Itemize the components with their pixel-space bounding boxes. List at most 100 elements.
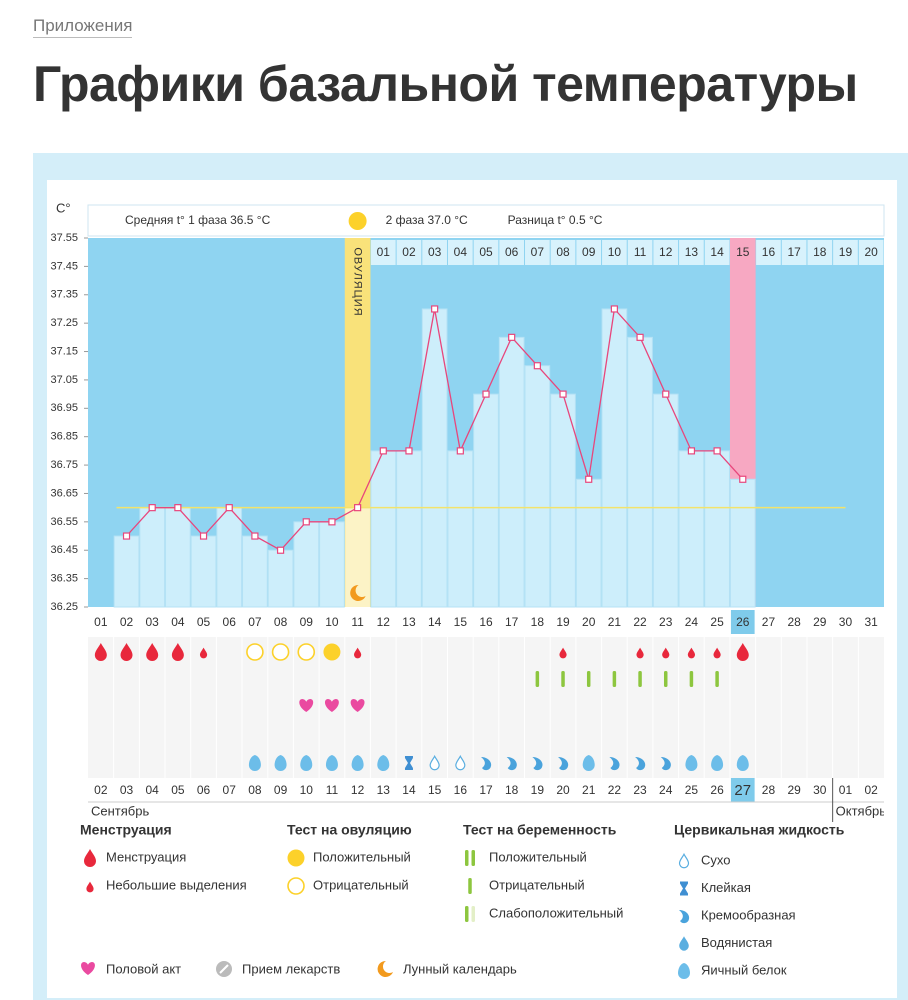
phase2-day-cell: [525, 240, 550, 265]
icon-shape: [287, 877, 305, 895]
legend-title: Тест на овуляцию: [287, 822, 412, 838]
x-tick-label: 12: [377, 615, 391, 629]
legend-title: Тест на беременность: [463, 822, 617, 838]
breadcrumb[interactable]: Приложения: [33, 15, 133, 38]
x-tick-label: 10: [325, 615, 339, 629]
icon-shape: [736, 755, 749, 771]
x-tick-label: 01: [94, 615, 108, 629]
x-tick-label: 21: [608, 615, 622, 629]
pregnancy-test-icon: [535, 671, 540, 687]
legend-icon: [680, 881, 688, 896]
x-tick-label: 19: [556, 615, 570, 629]
icon-shape: [297, 643, 316, 661]
x-tick-label: 28: [787, 615, 801, 629]
intercourse-icon: [350, 699, 365, 712]
icon-shape: [171, 643, 184, 661]
cervical-fluid-icon: [481, 757, 492, 771]
date-label: 02: [94, 783, 108, 797]
bar: [267, 549, 294, 608]
icon-shape: [351, 755, 364, 771]
cervical-fluid-icon: [274, 755, 287, 771]
legend-label: Отрицательный: [489, 877, 585, 892]
ovulation-icon: [348, 212, 367, 230]
legend-label: Клейкая: [701, 880, 751, 895]
phase2-day-cell: [370, 240, 396, 265]
point: [431, 305, 439, 313]
icon-shape: [662, 647, 670, 659]
page-title: Графики базальной температуры: [33, 56, 858, 112]
pregnancy-test-icon: [715, 671, 719, 687]
date-label: 21: [582, 783, 596, 797]
bar: [139, 507, 166, 608]
icon-shape: [612, 671, 617, 687]
icon-shape: [532, 757, 543, 771]
menstruation-icon: [662, 647, 670, 659]
today-date-cell: [730, 778, 755, 802]
icon-shape: [81, 962, 95, 975]
bar: [652, 393, 679, 608]
date-label: 09: [274, 783, 288, 797]
date-label: 18: [505, 783, 519, 797]
cervical-fluid-icon: [532, 757, 543, 771]
point: [225, 504, 233, 512]
phase2-day-cell: [602, 240, 627, 265]
x-tick-label: 07: [248, 615, 262, 629]
cervical-fluid-icon: [711, 755, 724, 771]
phase2-day-cell: [499, 240, 525, 265]
legend-icon: [287, 877, 305, 895]
icon-shape: [354, 647, 362, 659]
icon-shape: [609, 757, 620, 771]
pregnancy-test-icon: [561, 671, 565, 687]
icon-shape: [219, 964, 229, 974]
cervical-fluid-icon: [582, 755, 595, 771]
x-tick-label: 30: [839, 615, 853, 629]
pregnancy-test-icon: [612, 671, 617, 687]
y-tick-label: 36.65: [50, 487, 78, 499]
cervical-fluid-icon: [248, 755, 261, 771]
icon-shape: [84, 849, 96, 867]
point: [276, 546, 285, 554]
x-tick-label: 09: [300, 615, 314, 629]
icon-shape: [377, 960, 393, 977]
phase2-day: 19: [839, 245, 853, 259]
y-tick-label: 36.75: [50, 459, 78, 471]
legend-icon: [84, 849, 96, 867]
phase2-day: 05: [479, 245, 493, 259]
icon-shape: [635, 757, 646, 771]
legend-label: Лунный календарь: [403, 961, 517, 976]
phase2-day: 18: [813, 245, 827, 259]
date-label: 08: [248, 783, 262, 797]
phase2-day-cell: [422, 240, 447, 265]
bar: [498, 336, 525, 608]
phase2-day: 12: [659, 245, 673, 259]
menstruation-icon: [199, 647, 208, 659]
legend-icon: [216, 961, 232, 977]
icon-shape: [660, 757, 671, 771]
x-tick-label: 16: [479, 615, 493, 629]
icon-shape: [471, 906, 475, 922]
month-label: Октябрь: [836, 803, 887, 818]
x-tick-label: 23: [659, 615, 673, 629]
icon-shape: [465, 906, 469, 922]
y-tick-label: 36.95: [50, 402, 78, 414]
bar: [729, 478, 756, 608]
point: [302, 518, 310, 526]
phase2-day: 10: [608, 245, 622, 259]
x-tick-label: 25: [710, 615, 724, 629]
x-tick-label: 18: [531, 615, 545, 629]
x-tick-label: 17: [505, 615, 519, 629]
phase2-day-cell: [807, 240, 833, 265]
point: [662, 390, 670, 398]
icon-shape: [679, 936, 689, 951]
ovulation-test-icon: [271, 643, 290, 661]
menstruation-icon: [171, 643, 184, 661]
point: [379, 447, 387, 455]
icon-shape: [687, 647, 696, 659]
phase2-day: 04: [454, 245, 468, 259]
date-label: 03: [120, 783, 134, 797]
point: [199, 532, 208, 540]
date-label: 04: [146, 783, 160, 797]
legend-label: Прием лекарств: [242, 961, 340, 976]
cervical-fluid-icon: [685, 755, 698, 771]
date-label: 20: [556, 783, 570, 797]
